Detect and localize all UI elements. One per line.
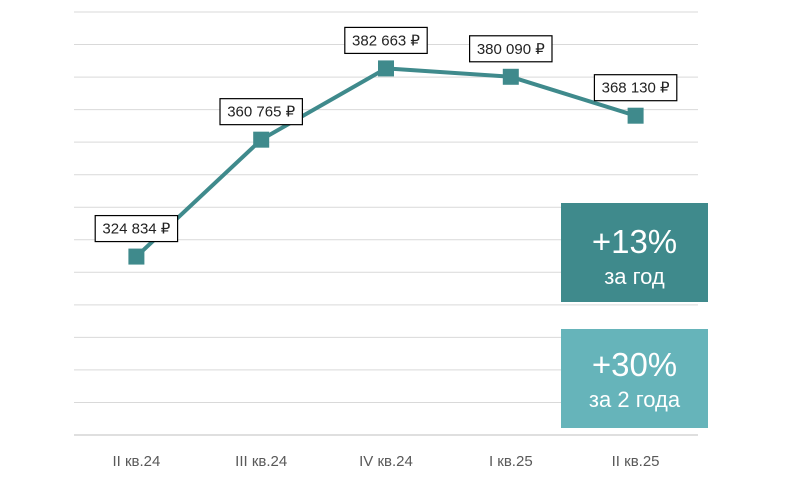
data-label-box [94,214,179,243]
x-tick-label: II кв.25 [612,453,660,470]
data-label: 382 663 ₽ [344,26,428,55]
data-labels-layer: 324 834 ₽ 360 765 ₽ 382 663 ₽ 380 090 ₽ 368 … [94,26,678,243]
data-label-text: 360 765 ₽ [227,104,295,121]
data-label: 324 834 ₽ [94,214,179,243]
data-label-text: 382 663 ₽ [352,32,420,49]
growth-year-value: +13% [591,223,678,260]
growth-two-years-badge: +30% за 2 года [561,329,708,428]
data-point-marker [128,248,145,265]
data-label-text: 380 090 ₽ [477,41,545,58]
growth-two-years-label: за 2 года [588,387,681,412]
data-label-box [469,35,553,63]
growth-year-label: за год [604,264,665,289]
data-label: 360 765 ₽ [219,98,303,126]
data-label-box [593,74,678,102]
data-label-text: 324 834 ₽ [102,221,170,238]
data-label: 368 130 ₽ [593,74,678,102]
data-label-box [219,98,303,126]
data-point-marker [627,107,644,124]
x-tick-label: IV кв.24 [359,453,413,470]
data-point-marker [253,131,270,148]
data-label-box [344,26,428,55]
growth-two-years-value: +30% [591,346,678,383]
growth-year-badge: +13% за год [561,203,708,302]
x-tick-label: I кв.25 [489,453,533,470]
markers-layer [128,60,644,265]
x-tick-label: III кв.24 [235,453,287,470]
x-tick-label: II кв.24 [112,453,160,470]
data-label: 380 090 ₽ [469,35,553,63]
data-point-marker [378,60,394,77]
data-point-marker [502,68,519,85]
x-axis-ticks: II кв.24 III кв.24 IV кв.24 I кв.25 II кв.25 [112,453,659,470]
data-label-text: 368 130 ₽ [602,80,670,97]
